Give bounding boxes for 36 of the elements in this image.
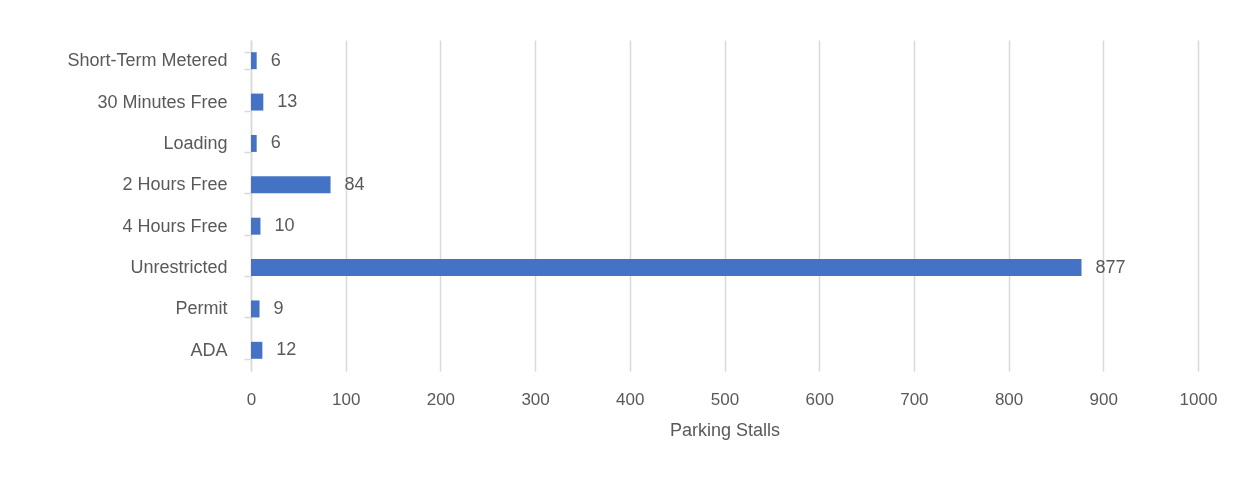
x-tick-label: 700 xyxy=(900,389,929,409)
bar xyxy=(251,134,257,152)
bar xyxy=(251,176,331,194)
x-tick-label: 100 xyxy=(332,389,361,409)
bar xyxy=(251,52,257,70)
y-tick-label: 2 Hours Free xyxy=(122,174,228,195)
x-tick-label: 200 xyxy=(426,389,456,409)
bar xyxy=(251,259,1082,277)
y-tick-label: ADA xyxy=(190,339,228,360)
bar xyxy=(251,93,264,111)
bar xyxy=(251,217,261,235)
x-tick-label: 600 xyxy=(805,389,834,409)
data-label: 9 xyxy=(273,297,284,318)
x-tick-label: 400 xyxy=(616,389,645,409)
data-label: 6 xyxy=(270,132,281,153)
data-label: 877 xyxy=(1095,256,1126,277)
data-label: 84 xyxy=(344,173,365,194)
y-tick-label: 4 Hours Free xyxy=(122,215,228,236)
x-tick-label: 900 xyxy=(1089,389,1118,409)
x-tick-label: 1000 xyxy=(1179,389,1218,409)
data-label: 6 xyxy=(270,49,281,70)
bar xyxy=(251,341,263,359)
y-tick-label: 30 Minutes Free xyxy=(97,91,228,112)
x-axis-title: Parking Stalls xyxy=(669,419,781,440)
x-tick-label: 300 xyxy=(521,389,550,409)
y-tick-label: Loading xyxy=(163,132,228,153)
y-tick-label: Permit xyxy=(175,298,228,319)
x-tick-label: 500 xyxy=(710,389,740,409)
x-tick-label: 0 xyxy=(246,389,257,409)
y-tick-label: Unrestricted xyxy=(130,257,228,278)
y-tick-label: Short-Term Metered xyxy=(67,50,228,71)
x-tick-label: 800 xyxy=(994,389,1024,409)
bar xyxy=(251,300,260,318)
data-label: 10 xyxy=(274,215,295,236)
data-label: 12 xyxy=(276,339,297,360)
data-label: 13 xyxy=(277,91,298,112)
